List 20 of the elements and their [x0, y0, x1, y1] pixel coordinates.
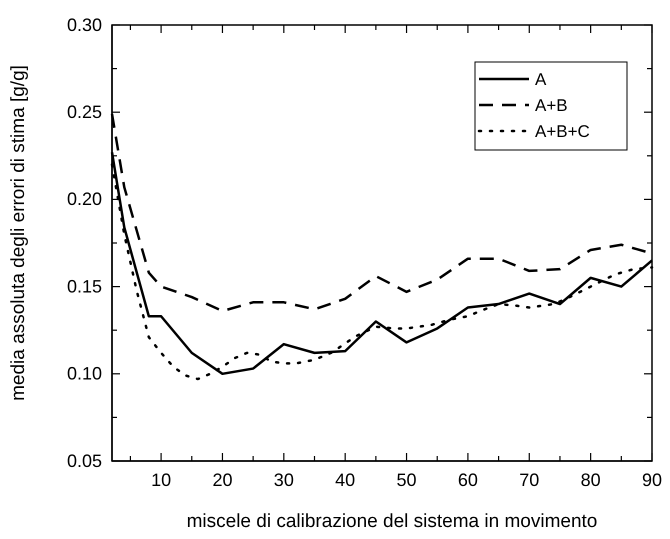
- x-tick-label: 20: [212, 470, 232, 490]
- x-tick-label: 50: [396, 470, 417, 490]
- x-tick-label: 80: [580, 470, 601, 490]
- y-tick-label: 0.25: [66, 102, 102, 122]
- x-tick-label: 70: [519, 470, 540, 490]
- x-tick-label: 30: [274, 470, 294, 490]
- y-axis-title: media assoluta degli errori di stima [g/g]: [8, 65, 29, 401]
- x-tick-label: 90: [642, 470, 662, 490]
- legend-label: A+B: [535, 96, 568, 115]
- legend-label: A+B+C: [535, 122, 590, 141]
- x-tick-label: 10: [151, 470, 172, 490]
- legend-label: A: [535, 70, 547, 89]
- y-tick-label: 0.30: [66, 14, 102, 35]
- x-axis-title: miscele di calibrazione del sistema in movimento: [186, 511, 598, 532]
- x-tick-label: 60: [458, 470, 478, 490]
- y-tick-label: 0.10: [66, 364, 102, 384]
- y-tick-label: 0.20: [66, 189, 102, 210]
- y-tick-label: 0.05: [66, 450, 102, 471]
- x-tick-label: 40: [335, 470, 356, 490]
- y-tick-label: 0.15: [66, 276, 102, 296]
